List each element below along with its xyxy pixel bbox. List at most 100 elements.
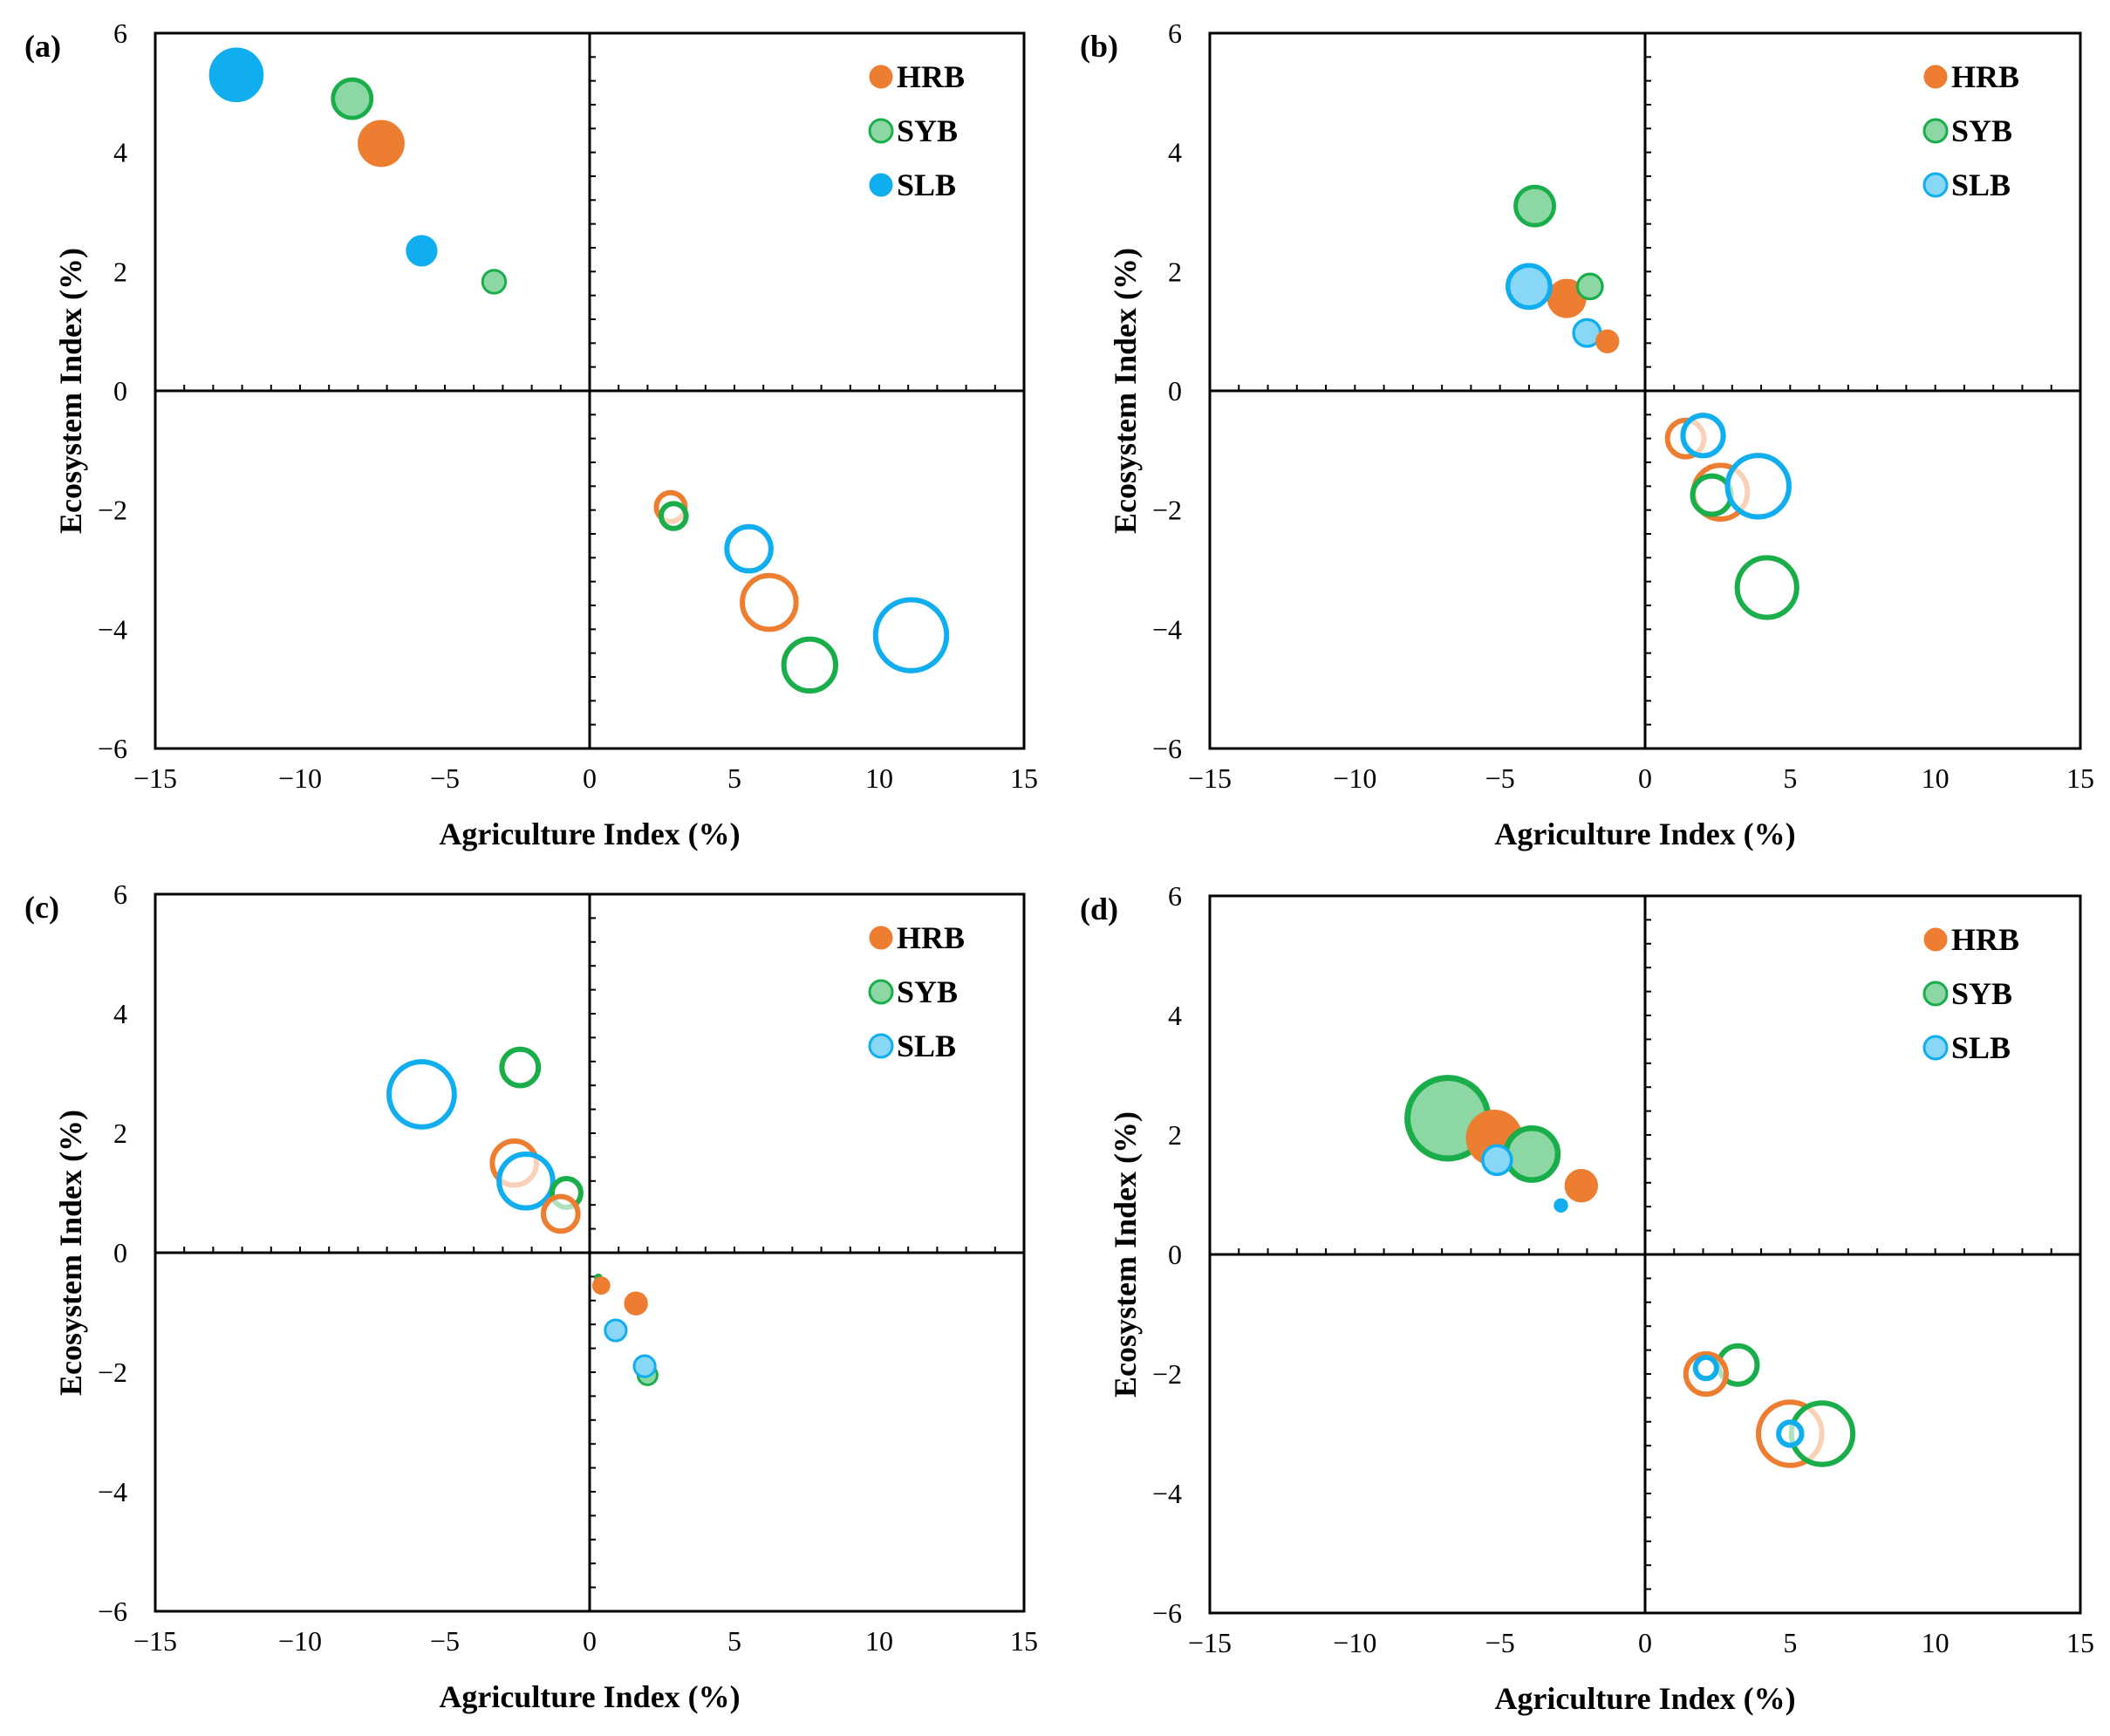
panel-b-y-tick-label: −2 [1152,495,1182,526]
panel-b-point-syb [1575,272,1604,301]
panel-d-legend-label-slb: SLB [1951,1030,2011,1065]
panel-a-y-tick-label: 4 [113,137,127,168]
panel-a-y-tick-label: −6 [98,733,127,764]
panel-a-point-syb [781,636,839,694]
panel-d-y-tick-label: 6 [1168,880,1182,912]
panel-d-x-tick-label: 0 [1638,1627,1652,1658]
panel-a-point-hrb [358,120,405,167]
panel-b-legend-marker-hrb [1923,65,1948,89]
panel-c-x-axis-title: Agriculture Index (%) [439,1679,740,1714]
panel-c-point-slb [632,1354,657,1378]
panel-b-legend-label-hrb: HRB [1951,59,2019,94]
panel-c-legend-label-hrb: HRB [897,920,965,955]
panel-b-x-tick-label: −5 [1485,762,1515,794]
panel-b-point-slb [1506,263,1553,311]
panel-a: −15 −10 −5 0 5 10 15 −6 −4 −2 0 2 4 6 Agriculture Inde… [24,17,1038,851]
panel-c-y-axis-title: Ecosystem Index (%) [53,1110,88,1396]
panel-b-legend-marker-syb [1922,118,1949,144]
panel-b-x-tick-label: −10 [1333,762,1376,794]
panel-a-point-slb [406,235,438,267]
panel-c-point-syb [499,1046,542,1089]
panel-a-point-syb [481,269,508,295]
panel-d-x-axis-title: Agriculture Index (%) [1494,1681,1795,1716]
panel-a-point-syb [331,77,374,120]
panel-c-y-tick-label: 6 [113,878,127,910]
panel-c: −15 −10 −5 0 5 10 15 −6 −4 −2 0 2 4 6 Agriculture Inde… [24,878,1038,1714]
panel-b-points [1506,184,1799,620]
panel-d-legend: HRB SYB SLB [1922,922,2019,1065]
panel-c-y-tick-label: −6 [98,1596,127,1627]
panel-d-legend-marker-slb [1922,1035,1949,1061]
panel-a-legend-label-syb: SYB [897,113,958,148]
panel-b-y-tick-label: 6 [1168,17,1182,49]
panel-b-y-axis-title: Ecosystem Index (%) [1108,248,1143,534]
panel-a-x-tick-label: −15 [133,762,177,794]
panel-b-point-slb [1724,453,1792,520]
panel-d-x-tick-label: −10 [1333,1627,1376,1658]
panel-b-x-tick-label: 0 [1638,762,1652,794]
panel-b-x-tick-label: 15 [2066,762,2094,794]
panel-a-legend-marker-slb [869,173,893,197]
panel-a-legend-item-slb: SLB [869,167,956,202]
panel-c-y-tick-label: 4 [113,998,127,1029]
panel-d-y-tick-label: 2 [1168,1119,1182,1151]
panel-c-label: (c) [24,890,59,925]
panel-d-x-tick-label: −15 [1188,1627,1232,1658]
panel-b-x-tick-label: 5 [1783,762,1797,794]
panel-d-point-slb [1692,1355,1719,1382]
panel-a-y-tick-label: 2 [113,256,127,287]
panel-d-x-tick-label: −5 [1485,1627,1515,1658]
panel-b-point-syb [1513,184,1557,228]
panel-b-legend-item-syb: SYB [1922,113,2012,148]
panel-c-legend-item-slb: SLB [868,1029,956,1063]
panel-d-points [1404,1075,1856,1468]
panel-a-label: (a) [24,29,61,64]
panel-c-legend: HRB SYB SLB [868,920,965,1063]
panel-b-legend: HRB SYB SLB [1922,59,2019,202]
panel-c-point-hrb [541,1193,581,1234]
panel-a-x-tick-label: −5 [430,762,460,794]
panel-c-points [386,1046,659,1386]
panel-c-point-slb [496,1152,556,1211]
panel-a-x-tick-label: 0 [583,762,597,794]
panel-a-x-tick-label: 10 [865,762,893,794]
panel-c-point-hrb [624,1291,648,1316]
panel-d-legend-item-slb: SLB [1922,1030,2011,1065]
panel-b-y-tick-label: −4 [1152,613,1182,645]
panel-d-legend-marker-syb [1922,981,1949,1007]
panel-a-y-axis-title: Ecosystem Index (%) [53,248,88,534]
panel-c-legend-label-syb: SYB [897,974,958,1009]
panel-c-point-hrb [591,1276,611,1295]
panel-c-legend-item-hrb: HRB [869,920,965,955]
panel-b-legend-label-slb: SLB [1951,167,2011,202]
panel-a-point-slb [724,523,774,574]
panel-b-x-tick-label: −15 [1188,762,1232,794]
panel-c-x-tick-label: −15 [133,1625,177,1657]
panel-c-legend-marker-hrb [869,926,893,950]
panel-a-y-tick-label: −2 [98,495,127,526]
panel-a-legend-marker-syb [868,118,894,144]
panel-c-legend-item-syb: SYB [868,974,958,1009]
panel-c-y-tick-label: 2 [113,1117,127,1149]
panel-a-legend-label-hrb: HRB [897,59,965,94]
panel-b-legend-item-slb: SLB [1922,167,2011,202]
panel-a-x-tick-label: 5 [727,762,741,794]
panel-a-points [208,47,950,694]
panel-a-point-syb [658,501,689,531]
panel-b-y-tick-label: −6 [1152,733,1182,764]
panel-a-legend-label-slb: SLB [897,167,956,202]
panel-d-legend-marker-hrb [1923,927,1948,952]
panel-d-legend-label-hrb: HRB [1951,922,2019,957]
panel-d-y-axis-title: Ecosystem Index (%) [1108,1111,1143,1398]
panel-c-x-tick-label: −5 [430,1625,460,1657]
panel-c-legend-marker-slb [868,1033,894,1059]
panel-a-y-tick-label: 0 [113,375,127,407]
panel-a-point-slb [872,597,950,673]
panel-d-y-tick-label: −4 [1152,1478,1182,1509]
panel-c-x-tick-label: 15 [1010,1625,1038,1657]
panel-b-y-tick-label: 4 [1168,137,1182,168]
panel-d-x-tick-label: 5 [1783,1627,1797,1658]
panel-d-y-tick-label: −2 [1152,1358,1182,1390]
panel-b-y-tick-label: 0 [1168,375,1182,407]
